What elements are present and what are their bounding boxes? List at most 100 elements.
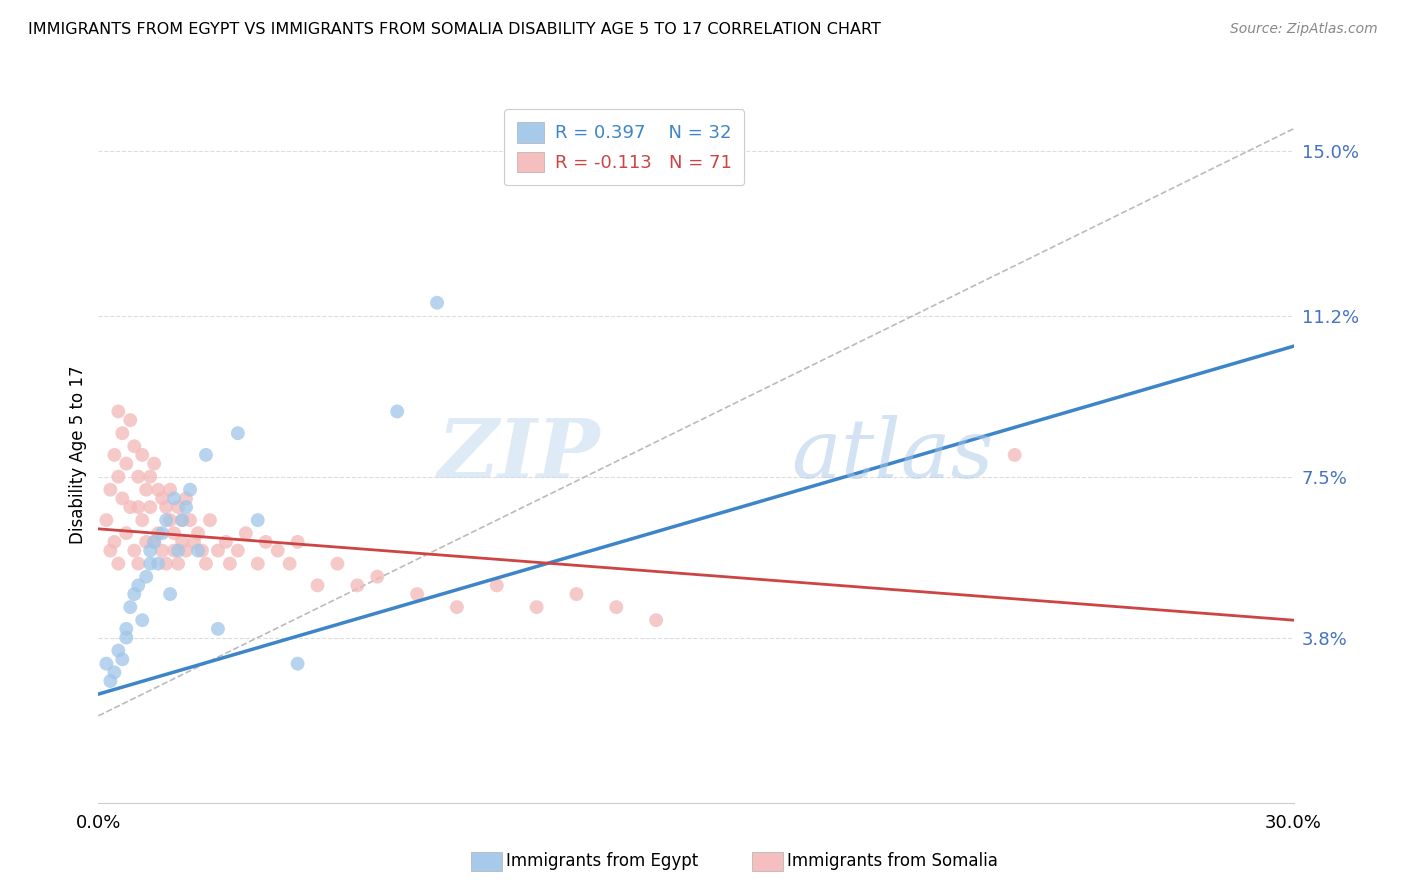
Point xyxy=(150,491,173,506)
Point xyxy=(127,578,149,592)
Point xyxy=(195,557,218,571)
Point xyxy=(155,513,177,527)
Point xyxy=(135,535,157,549)
Point xyxy=(150,526,173,541)
Point xyxy=(96,513,118,527)
Point xyxy=(174,500,197,514)
Point xyxy=(111,491,134,506)
Legend: R = 0.397    N = 32, R = -0.113   N = 71: R = 0.397 N = 32, R = -0.113 N = 71 xyxy=(505,109,744,186)
Point xyxy=(135,570,157,584)
Point xyxy=(120,500,142,514)
Point xyxy=(191,543,214,558)
Point xyxy=(246,557,269,571)
Point xyxy=(103,448,125,462)
Point xyxy=(155,557,177,571)
Point xyxy=(139,557,162,571)
Point xyxy=(148,557,170,571)
Point xyxy=(143,457,166,471)
Point xyxy=(426,295,449,310)
Point xyxy=(143,535,166,549)
Point xyxy=(267,543,290,558)
Point xyxy=(163,491,186,506)
Point xyxy=(278,557,301,571)
Point xyxy=(96,657,118,671)
Point xyxy=(346,578,368,592)
Point xyxy=(131,513,153,527)
Point xyxy=(195,448,218,462)
Text: ZIP: ZIP xyxy=(437,415,600,495)
Point xyxy=(100,483,122,497)
Point xyxy=(226,426,249,441)
Point xyxy=(235,526,257,541)
Point xyxy=(107,643,129,657)
Point xyxy=(219,557,242,571)
Point xyxy=(103,535,125,549)
Point xyxy=(120,413,142,427)
Point xyxy=(115,622,138,636)
Text: IMMIGRANTS FROM EGYPT VS IMMIGRANTS FROM SOMALIA DISABILITY AGE 5 TO 17 CORRELAT: IMMIGRANTS FROM EGYPT VS IMMIGRANTS FROM… xyxy=(28,22,882,37)
Point xyxy=(111,652,134,666)
Point xyxy=(179,483,201,497)
Text: Immigrants from Somalia: Immigrants from Somalia xyxy=(787,852,998,870)
Point xyxy=(207,622,229,636)
Point xyxy=(198,513,221,527)
Point xyxy=(107,404,129,418)
Point xyxy=(163,543,186,558)
Point xyxy=(131,448,153,462)
Point xyxy=(254,535,277,549)
Point xyxy=(150,543,173,558)
Point xyxy=(179,513,201,527)
Point xyxy=(107,557,129,571)
Point xyxy=(115,457,138,471)
Point xyxy=(366,570,388,584)
Point xyxy=(187,526,209,541)
Point xyxy=(167,543,190,558)
Point xyxy=(187,543,209,558)
Point xyxy=(159,513,181,527)
Point xyxy=(163,526,186,541)
Point xyxy=(148,483,170,497)
Point xyxy=(287,535,309,549)
Point xyxy=(174,543,197,558)
Point xyxy=(287,657,309,671)
Point xyxy=(115,631,138,645)
Point xyxy=(103,665,125,680)
Point xyxy=(605,600,627,615)
Point xyxy=(172,513,194,527)
Point xyxy=(1004,448,1026,462)
Point xyxy=(207,543,229,558)
Point xyxy=(385,404,409,418)
Point xyxy=(124,543,146,558)
Point xyxy=(139,469,162,483)
Point xyxy=(148,526,170,541)
Point xyxy=(406,587,429,601)
Text: Immigrants from Egypt: Immigrants from Egypt xyxy=(506,852,699,870)
Point xyxy=(155,500,177,514)
Point xyxy=(307,578,329,592)
Point xyxy=(127,469,149,483)
Point xyxy=(139,543,162,558)
Point xyxy=(526,600,548,615)
Point xyxy=(446,600,468,615)
Point xyxy=(172,535,194,549)
Point xyxy=(135,483,157,497)
Point xyxy=(127,557,149,571)
Point xyxy=(124,587,146,601)
Point xyxy=(565,587,588,601)
Point xyxy=(139,500,162,514)
Point xyxy=(485,578,508,592)
Point xyxy=(645,613,668,627)
Point xyxy=(111,426,134,441)
Point xyxy=(100,674,122,689)
Y-axis label: Disability Age 5 to 17: Disability Age 5 to 17 xyxy=(69,366,87,544)
Point xyxy=(174,491,197,506)
Point xyxy=(107,469,129,483)
Point xyxy=(120,600,142,615)
Point xyxy=(326,557,349,571)
Point xyxy=(172,513,194,527)
Point xyxy=(226,543,249,558)
Point xyxy=(143,535,166,549)
Text: Source: ZipAtlas.com: Source: ZipAtlas.com xyxy=(1230,22,1378,37)
Point xyxy=(127,500,149,514)
Point xyxy=(215,535,238,549)
